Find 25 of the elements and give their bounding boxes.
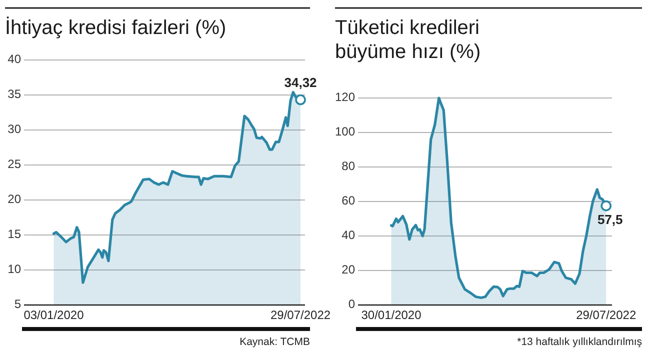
y-tick-label: 40	[8, 52, 22, 66]
y-tick-label: 20	[8, 192, 22, 206]
y-tick-label: 15	[8, 227, 22, 242]
y-tick-label: 80	[342, 159, 356, 174]
chart-title: İhtiyaç kredisi faizleri (%)	[5, 16, 226, 39]
y-tick-label: 60	[342, 194, 356, 208]
x-tick-label: 03/01/2020	[24, 308, 84, 322]
y-tick-label: 5	[14, 297, 22, 312]
chart-title: Tüketici kredileri büyüme hızı (%)	[335, 17, 481, 63]
y-tick-label: 100	[334, 124, 356, 139]
y-tick-label: 120	[334, 90, 356, 104]
text: Kaynak: TCMB	[240, 336, 310, 348]
y-tick-label: 20	[342, 262, 356, 277]
x-tick-label: 30/01/2020	[361, 308, 422, 322]
y-tick-label: 0	[348, 297, 356, 312]
y-tick-label: 35	[8, 87, 22, 102]
y-tick-label: 25	[8, 157, 22, 172]
annotation: 57,5	[597, 212, 623, 227]
x-tick-label: 29/07/2022	[270, 308, 331, 322]
y-tick-label: 10	[8, 262, 22, 276]
annotation: 34,32	[284, 74, 317, 90]
y-tick-label: 40	[342, 228, 356, 242]
y-tick-label: 30	[8, 122, 22, 136]
x-tick-label: 29/07/2022	[576, 308, 636, 322]
text: *13 haftalık yıllıklandırılmış	[517, 336, 642, 348]
